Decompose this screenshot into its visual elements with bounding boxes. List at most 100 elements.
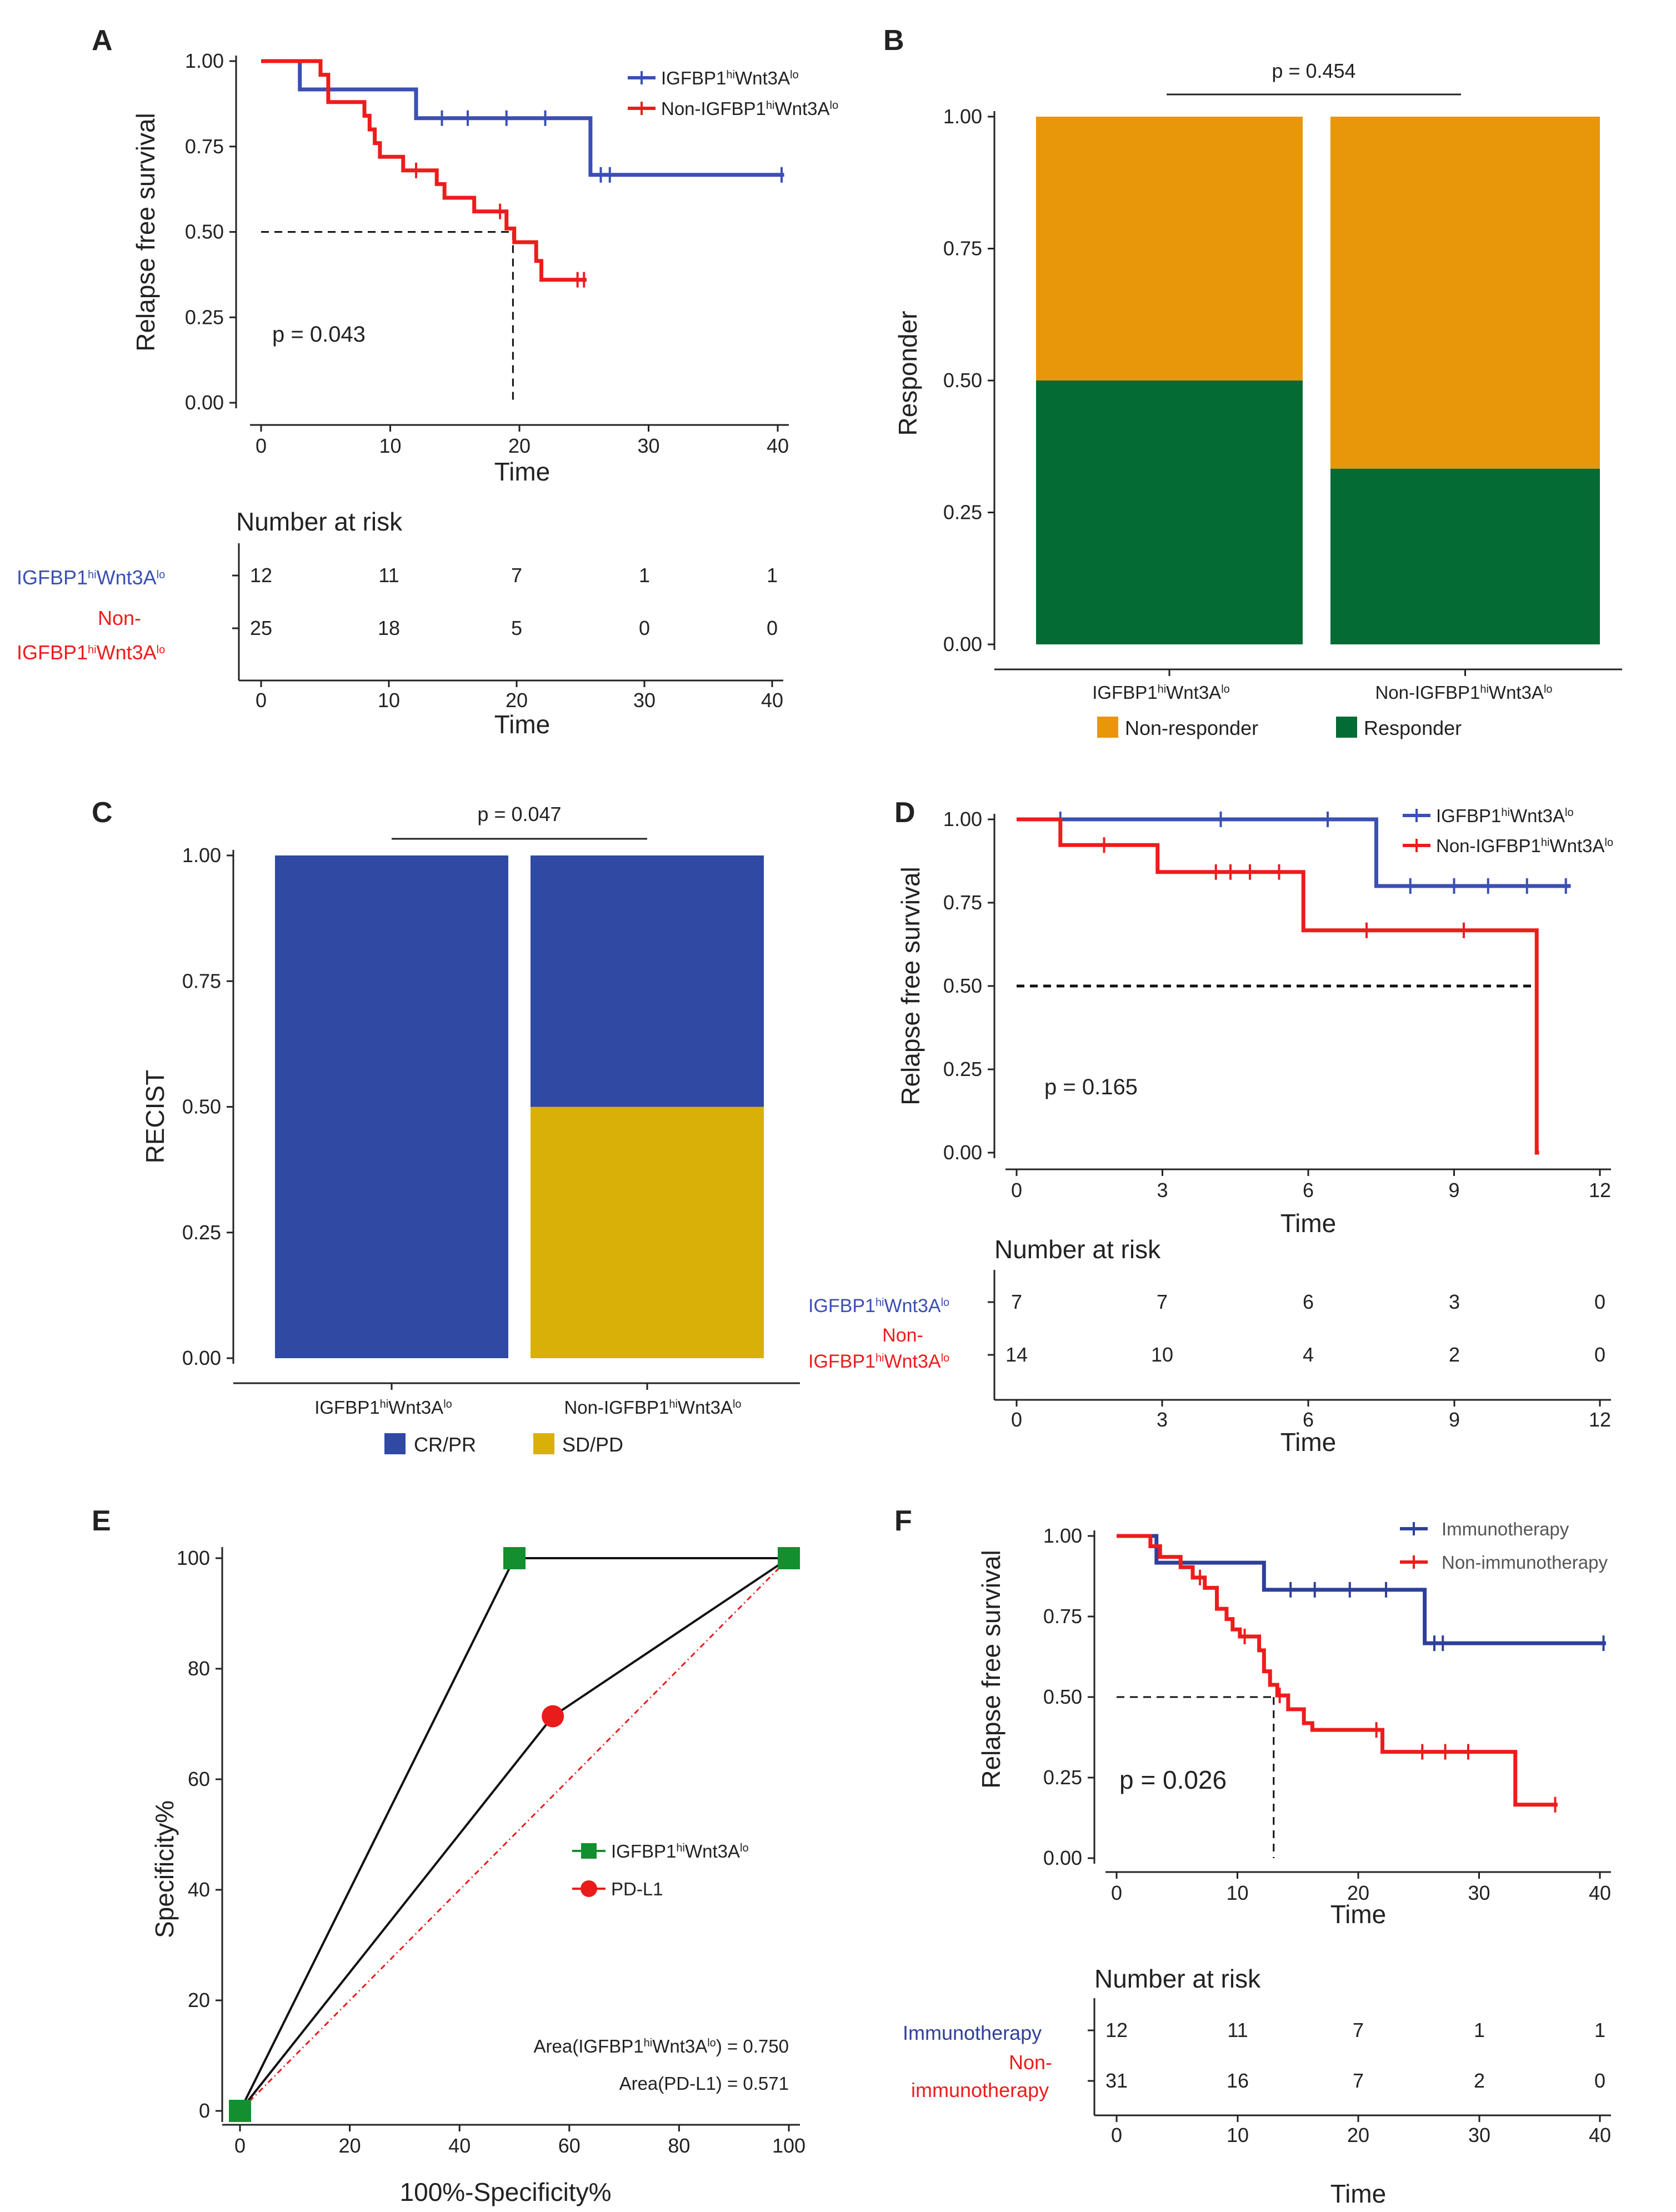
panel-f-x-tick-label: 20 — [1347, 1881, 1369, 1904]
risk-count: 7 — [1353, 2019, 1364, 2041]
panel-d-median-reference — [1017, 984, 1538, 1153]
panel-label-f: F — [894, 1505, 912, 1537]
legend-key-sdpd — [533, 1433, 554, 1454]
panel-e-legend: IGFBP1hiWnt3Alo PD-L1 — [572, 1841, 749, 1899]
panel-e-auc-pdl1: Area(PD-L1) = 0.571 — [619, 2073, 789, 2094]
panel-a-legend-hi: IGFBP1hiWnt3Alo — [661, 68, 799, 88]
risk-x-tick-label: 12 — [1589, 1408, 1611, 1431]
panel-b-ylabel: Responder — [893, 311, 922, 436]
panel-f-risk-label-non-2: immunotherapy — [911, 2079, 1049, 2101]
panel-c-y-tick-label: 1.00 — [182, 844, 221, 867]
panel-b: B Responder 0.00 0.25 0.50 0.75 1.00 p = 0.4… — [883, 24, 1622, 739]
risk-count: 0 — [1594, 2069, 1605, 2092]
panel-f-xlabel: Time — [1330, 1900, 1387, 1929]
panel-f-risk-label-immuno: Immunotherapy — [903, 2021, 1042, 2044]
bar-segment-cr-pr — [531, 855, 764, 1107]
panel-c-y-tick-label: 0.25 — [182, 1221, 221, 1244]
panel-c-xtick-hi: IGFBP1hiWnt3Alo — [314, 1397, 452, 1418]
panel-d-risk-title: Number at risk — [994, 1235, 1161, 1264]
panel-a-y-tick-label: 0.25 — [185, 306, 224, 328]
panel-f-y-tick-label: 1.00 — [1043, 1524, 1082, 1547]
km-curve-group1 — [1017, 817, 1571, 888]
legend-crpr: CR/PR — [414, 1433, 476, 1456]
panel-e-y-tick-label: 80 — [188, 1657, 210, 1680]
panel-d-x-tick-label: 12 — [1589, 1179, 1611, 1202]
km-curve-group2 — [261, 59, 587, 282]
panel-f-y-tick-label: 0.00 — [1043, 1846, 1082, 1869]
panel-e-ylabel: Specificity% — [150, 1800, 179, 1938]
risk-count: 18 — [378, 617, 400, 639]
panel-label-a: A — [92, 24, 113, 57]
bar-segment-cr-pr — [275, 855, 508, 1358]
bar-segment-responder — [1036, 381, 1303, 644]
panel-f-legend-immuno: Immunotherapy — [1442, 1519, 1569, 1539]
risk-x-tick-label: 0 — [256, 689, 267, 712]
risk-x-tick-label: 40 — [761, 689, 783, 712]
legend-marker-roc-hi — [581, 1843, 597, 1859]
panel-a-risk-title: Number at risk — [236, 507, 403, 536]
risk-x-tick-label: 30 — [633, 689, 656, 712]
risk-count: 16 — [1227, 2069, 1249, 2092]
risk-count: 1 — [1594, 2019, 1605, 2041]
panel-f-risk-title: Number at risk — [1094, 1964, 1261, 1993]
panel-e-y-tick-label: 0 — [199, 2099, 210, 2122]
risk-x-tick-label: 20 — [506, 689, 528, 712]
panel-f-axes: 0.00 0.25 0.50 0.75 1.00 0 10 20 30 40 — [1043, 1524, 1611, 1904]
panel-a-curves — [261, 59, 784, 288]
panel-f-y-tick-label: 0.50 — [1043, 1685, 1082, 1708]
legend-responder: Responder — [1364, 717, 1462, 739]
risk-count: 2 — [1449, 1343, 1460, 1366]
panel-c-pvalue: p = 0.047 — [477, 803, 561, 825]
risk-count: 7 — [1157, 1290, 1168, 1313]
panel-b-y-tick-label: 0.75 — [943, 237, 982, 260]
panel-e-legend-pdl1: PD-L1 — [611, 1879, 663, 1899]
panel-b-xtick-hi: IGFBP1hiWnt3Alo — [1092, 682, 1230, 703]
panel-e-x-tick-label: 0 — [234, 2134, 246, 2157]
panel-b-y-tick-label: 0.00 — [943, 633, 982, 655]
panel-f-x-tick-label: 40 — [1589, 1881, 1611, 1904]
risk-x-tick-label: 0 — [1111, 2124, 1122, 2146]
panel-e: E Specificity% 100%-Specificity% 0 20 40 60… — [92, 1505, 806, 2206]
panel-e-y-tick-label: 100 — [177, 1547, 210, 1569]
roc-point-square — [229, 2100, 251, 2122]
panel-b-y-tick-label: 1.00 — [943, 105, 982, 128]
panel-a-risk-label-non-1: Non- — [98, 607, 141, 629]
panel-label-c: C — [92, 797, 113, 829]
risk-count: 7 — [1011, 1290, 1022, 1313]
risk-count: 7 — [1353, 2069, 1364, 2092]
panel-a-x-tick-label: 20 — [508, 434, 531, 457]
panel-d-y-tick-label: 0.50 — [943, 974, 982, 997]
panel-d-legend: IGFBP1hiWnt3Alo Non-IGFBP1hiWnt3Alo — [1403, 805, 1613, 856]
risk-count: 1 — [1474, 2019, 1485, 2041]
risk-count: 5 — [511, 617, 522, 639]
panel-c-y-tick-label: 0.00 — [182, 1347, 221, 1369]
risk-x-tick-label: 30 — [1468, 2124, 1490, 2146]
km-curve-group2 — [1117, 1534, 1558, 1807]
panel-f-risk-table: 12 11 7 1 131 16 7 2 00 10 20 30 40 — [1088, 1998, 1611, 2146]
risk-count: 3 — [1449, 1290, 1460, 1313]
panel-c: C RECIST 0.000.250.500.751.00 p = 0.047 … — [92, 797, 800, 1456]
panel-a-y-tick-label: 1.00 — [185, 49, 224, 72]
panel-d: D Relapse free survival Time 0.00 0.25 0.5… — [808, 797, 1613, 1457]
panel-d-legend-non: Non-IGFBP1hiWnt3Alo — [1436, 835, 1613, 856]
panel-d-x-tick-label: 9 — [1448, 1179, 1459, 1202]
panel-d-xlabel: Time — [1280, 1209, 1337, 1238]
panel-d-y-tick-label: 0.75 — [943, 891, 982, 914]
roc-point-circle — [542, 1705, 564, 1728]
risk-count: 0 — [1594, 1343, 1605, 1366]
km-curve-group1 — [261, 59, 784, 177]
panel-a-risk-table: 12 11 7 1 125 18 5 0 00 10 20 30 40 — [232, 543, 783, 712]
panel-d-axes: 0.00 0.25 0.50 0.75 1.00 0 3 6 9 12 — [943, 808, 1611, 1202]
legend-sdpd: SD/PD — [562, 1433, 623, 1456]
panel-c-y-tick-label: 0.50 — [182, 1095, 221, 1118]
panel-f-risk-xlabel: Time — [1330, 2179, 1387, 2208]
risk-x-tick-label: 6 — [1303, 1408, 1314, 1431]
panel-a-legend: IGFBP1hiWnt3Alo Non-IGFBP1hiWnt3Alo — [628, 68, 838, 119]
panel-a-x-tick-label: 10 — [379, 434, 401, 457]
panel-a-y-tick-label: 0.00 — [185, 391, 224, 414]
panel-e-xlabel: 100%-Specificity% — [400, 2178, 612, 2206]
panel-a: A Relapse free survival Time 0.00 0.25 0.5… — [17, 24, 838, 739]
panel-b-bars — [1036, 117, 1600, 644]
panel-d-x-tick-label: 6 — [1303, 1179, 1314, 1202]
